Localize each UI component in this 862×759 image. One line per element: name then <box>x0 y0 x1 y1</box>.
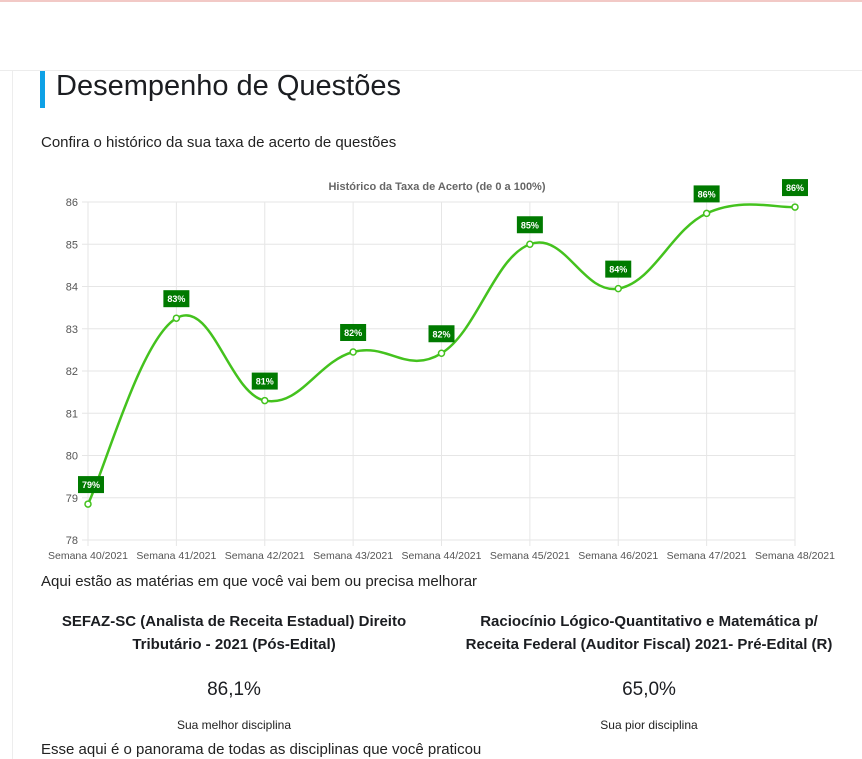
data-point <box>791 203 799 211</box>
data-label-text: 81% <box>256 377 274 387</box>
series-line <box>86 203 796 505</box>
data-label-box <box>340 323 367 341</box>
worst-discipline-value: 65,0% <box>622 679 676 700</box>
chart-data-labels: 79% 83% 81% 82% 82% 85% 84% 86% 86% <box>78 179 808 494</box>
data-label-text: 86% <box>786 183 804 193</box>
worst-discipline-name-line1: Raciocínio Lógico-Quantitativo e Matemát… <box>480 613 818 630</box>
worst-discipline-name-line2: Receita Federal (Auditor Fiscal) 2021- P… <box>465 636 833 653</box>
best-discipline-caption: Sua melhor disciplina <box>176 718 292 732</box>
data-label-text: 82% <box>432 329 450 339</box>
y-tick-label: 85 <box>66 239 78 251</box>
data-label-box <box>428 325 455 343</box>
x-tick-label: Semana 46/2021 <box>578 550 658 562</box>
best-discipline-card: SEFAZ-SC (Analista de Receita Estadual) … <box>34 610 434 732</box>
data-label-text: 79% <box>82 480 100 490</box>
data-label-text: 86% <box>698 189 716 199</box>
data-label: 86% <box>782 179 808 197</box>
page-subtitle: Confira o histórico da sua taxa de acert… <box>41 134 397 151</box>
data-label-box <box>251 372 278 390</box>
data-label: 82% <box>340 323 367 341</box>
y-tick-label: 82 <box>66 366 78 378</box>
x-tick-label: Semana 44/2021 <box>402 550 482 562</box>
top-bar <box>0 2 862 71</box>
data-label-text: 85% <box>521 220 539 230</box>
data-point <box>84 500 92 508</box>
data-label-box <box>605 260 632 278</box>
data-label-box <box>782 179 808 197</box>
best-discipline-name-line1: SEFAZ-SC (Analista de Receita Estadual) … <box>61 613 407 630</box>
chart-points <box>84 203 799 508</box>
best-discipline-value: 86,1% <box>207 679 261 700</box>
accuracy-history-chart: 78 79 80 81 82 83 84 85 86 Semana 40/2021 Semana 4… <box>48 179 835 562</box>
y-tick-label: 79 <box>66 493 78 505</box>
y-tick-label: 86 <box>66 197 78 209</box>
data-label-text: 84% <box>609 265 627 275</box>
worst-discipline-caption: Sua pior disciplina <box>600 718 698 732</box>
chart-title: Histórico da Taxa de Acerto (de 0 a 100%… <box>328 181 545 193</box>
page-title: Desempenho de Questões <box>56 70 401 102</box>
top-strip <box>0 0 862 2</box>
data-label-box <box>163 290 190 308</box>
y-tick-label: 80 <box>66 451 78 463</box>
y-tick-label: 81 <box>66 408 78 420</box>
data-label: 81% <box>251 372 278 390</box>
data-label-text: 82% <box>344 328 362 338</box>
best-discipline-name: SEFAZ-SC (Analista de Receita Estadual) … <box>34 610 434 656</box>
x-tick-label: Semana 40/2021 <box>48 550 128 562</box>
best-discipline-name-line2: Tributário - 2021 (Pós-Edital) <box>132 636 336 653</box>
data-label: 85% <box>516 216 543 234</box>
data-point <box>349 348 357 356</box>
content-panel <box>12 71 862 759</box>
data-label-box <box>516 216 543 234</box>
y-tick-label: 83 <box>66 324 78 336</box>
data-point <box>437 349 446 358</box>
x-tick-label: Semana 47/2021 <box>667 550 747 562</box>
data-label: 83% <box>163 290 190 308</box>
x-tick-label: Semana 42/2021 <box>225 550 305 562</box>
x-tick-label: Semana 48/2021 <box>755 550 835 562</box>
y-tick-label: 84 <box>66 282 78 294</box>
worst-discipline-name: Raciocínio Lógico-Quantitativo e Matemát… <box>449 610 849 656</box>
worst-discipline-card: Raciocínio Lógico-Quantitativo e Matemát… <box>449 610 849 732</box>
data-point <box>614 284 622 293</box>
data-point <box>172 314 181 322</box>
x-tick-label: Semana 41/2021 <box>136 550 216 562</box>
title-accent-bar <box>40 71 45 108</box>
panorama-text: Esse aqui é o panorama de todas as disci… <box>41 741 482 758</box>
data-label-text: 83% <box>167 294 185 304</box>
data-label-box <box>78 476 104 494</box>
x-tick-label: Semana 45/2021 <box>490 550 570 562</box>
x-tick-label: Semana 43/2021 <box>313 550 393 562</box>
data-label: 84% <box>605 260 632 278</box>
y-tick-label: 78 <box>66 535 78 547</box>
data-point <box>261 396 269 405</box>
disciplines-intro: Aqui estão as matérias em que você vai b… <box>41 573 478 590</box>
chart-grid <box>82 201 796 546</box>
data-label: 79% <box>78 476 104 494</box>
data-point <box>526 240 534 248</box>
data-label: 82% <box>428 325 455 343</box>
data-label-box <box>693 185 720 203</box>
data-point <box>702 209 711 218</box>
data-label: 86% <box>693 185 720 203</box>
chart-axes: 78 79 80 81 82 83 84 85 86 Semana 40/2021 Semana 4… <box>48 197 835 562</box>
